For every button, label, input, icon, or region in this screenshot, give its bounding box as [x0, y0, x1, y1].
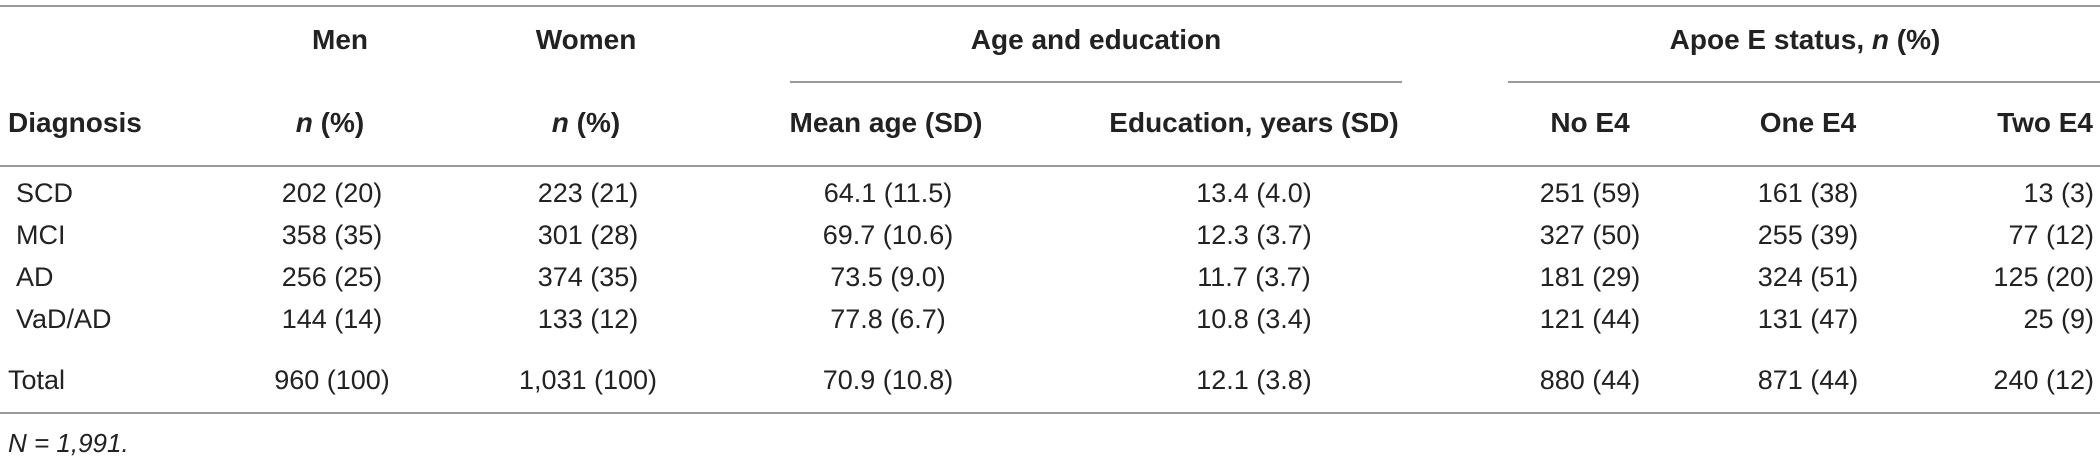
- header-women-n-pct: n (%): [552, 107, 620, 139]
- cell-one-e4: 255 (39): [1757, 220, 1859, 250]
- header-men-n-pct: n (%): [296, 107, 364, 139]
- cell-education: 11.7 (3.7): [1197, 262, 1311, 292]
- cell-education: 12.1 (3.8): [1196, 365, 1312, 395]
- cell-men: 256 (25): [281, 262, 383, 292]
- cell-one-e4: 871 (44): [1757, 365, 1859, 395]
- cell-men: 960 (100): [274, 365, 390, 395]
- header-no-e4: No E4: [1550, 107, 1630, 138]
- cell-diagnosis: VaD/AD: [16, 304, 112, 334]
- cell-diagnosis: MCI: [16, 220, 66, 250]
- cell-women: 1,031 (100): [518, 365, 658, 395]
- cell-two-e4: 25 (9): [2023, 304, 2094, 334]
- header-apoe-suffix: (%): [1889, 24, 1941, 55]
- cell-two-e4: 77 (12): [2008, 220, 2094, 250]
- cell-women: 301 (28): [537, 220, 639, 250]
- header-two-e4: Two E4: [1997, 107, 2093, 138]
- cell-mean-age: 64.1 (11.5): [823, 178, 953, 208]
- header-apoe-n: n: [1871, 24, 1890, 55]
- header-apoe-status: Apoe E status, n (%): [1670, 24, 1941, 56]
- header-men-pct: (%): [312, 107, 365, 138]
- header-mean-age: Mean age (SD): [789, 107, 983, 138]
- cell-diagnosis: SCD: [16, 178, 74, 208]
- cell-no-e4: 181 (29): [1539, 262, 1641, 292]
- cell-women: 133 (12): [537, 304, 639, 334]
- cell-diagnosis: AD: [16, 262, 54, 292]
- table-header-rule: [0, 165, 2100, 167]
- header-women: Women: [535, 24, 637, 55]
- cell-men: 144 (14): [281, 304, 383, 334]
- cell-women: 223 (21): [537, 178, 639, 208]
- cell-mean-age: 70.9 (10.8): [822, 365, 954, 395]
- header-diagnosis: Diagnosis: [8, 107, 142, 138]
- header-women-n: n: [551, 107, 569, 138]
- cell-no-e4: 327 (50): [1539, 220, 1641, 250]
- age-education-group-rule: [790, 81, 1402, 83]
- cell-no-e4: 880 (44): [1539, 365, 1641, 395]
- cell-education: 13.4 (4.0): [1196, 178, 1312, 208]
- header-men-n: n: [295, 107, 313, 138]
- cell-one-e4: 324 (51): [1757, 262, 1859, 292]
- cell-women: 374 (35): [537, 262, 639, 292]
- cell-diagnosis: Total: [8, 365, 66, 395]
- cell-no-e4: 251 (59): [1539, 178, 1641, 208]
- cell-mean-age: 69.7 (10.6): [822, 220, 954, 250]
- cell-no-e4: 121 (44): [1539, 304, 1641, 334]
- cell-one-e4: 131 (47): [1757, 304, 1859, 334]
- header-men: Men: [312, 24, 368, 55]
- cell-two-e4: 125 (20): [1993, 262, 2094, 292]
- header-age-education: Age and education: [970, 24, 1222, 55]
- cell-two-e4: 13 (3): [2023, 178, 2094, 208]
- table-footnote: N = 1,991.: [8, 428, 129, 458]
- header-one-e4: One E4: [1759, 107, 1857, 138]
- cell-one-e4: 161 (38): [1757, 178, 1859, 208]
- apoe-group-rule: [1508, 81, 2100, 83]
- header-apoe-prefix: Apoe E status,: [1669, 24, 1872, 55]
- header-education: Education, years (SD): [1109, 107, 1399, 138]
- cell-education: 12.3 (3.7): [1196, 220, 1312, 250]
- table-bottom-rule: [0, 412, 2100, 414]
- cell-men: 358 (35): [281, 220, 383, 250]
- table-top-rule: [0, 5, 2100, 7]
- cell-men: 202 (20): [281, 178, 383, 208]
- cell-mean-age: 73.5 (9.0): [830, 262, 946, 292]
- cell-education: 10.8 (3.4): [1196, 304, 1312, 334]
- cell-mean-age: 77.8 (6.7): [830, 304, 946, 334]
- cell-two-e4: 240 (12): [1993, 365, 2094, 395]
- header-women-pct: (%): [568, 107, 621, 138]
